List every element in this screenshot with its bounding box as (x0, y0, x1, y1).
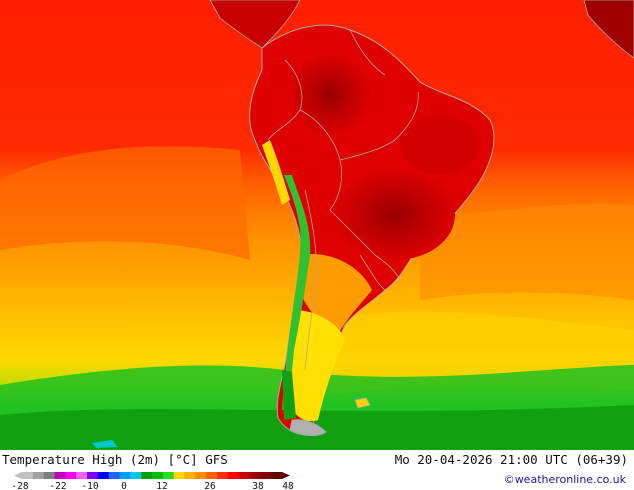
scale-swatch (54, 472, 66, 479)
northeast-brazil-warm (400, 115, 480, 175)
scale-swatch (65, 472, 77, 479)
scale-swatch (43, 472, 55, 479)
scale-swatch (206, 472, 218, 479)
scale-swatch (184, 472, 196, 479)
color-scale-ticks: -28 -22 -10 0 12 26 38 48 (11, 481, 294, 490)
scale-swatch (217, 472, 229, 479)
scale-swatch (260, 472, 272, 479)
amazon-hot-core (290, 55, 370, 135)
scale-swatch (76, 472, 88, 479)
border-line (329, 209, 401, 281)
color-scale-legend: -28 -22 -10 0 12 26 38 48 (11, 472, 294, 490)
scale-tick-label: 26 (204, 481, 216, 490)
scale-tick-label: 0 (121, 481, 127, 490)
chile-coast-yellow (262, 140, 290, 205)
scale-tick-label: 12 (156, 481, 167, 490)
border-line (349, 29, 386, 76)
patagonia-yellow-zone (288, 310, 345, 422)
scale-swatch (271, 472, 283, 479)
country-borders (267, 29, 419, 371)
scale-swatch (152, 472, 164, 479)
scale-arrow-left (14, 472, 22, 479)
temperature-map (0, 0, 634, 450)
scale-swatch (119, 472, 131, 479)
map-title: Temperature High (2m) [°C] GFS (2, 452, 228, 467)
scale-swatch (162, 472, 175, 479)
southern-andes-green (282, 370, 296, 420)
scale-swatch (141, 472, 153, 479)
border-line (359, 254, 386, 291)
scale-swatch (108, 472, 120, 479)
scale-tick-label: -28 (11, 481, 28, 490)
cyan-patch (92, 440, 118, 448)
scale-tick-label: -22 (49, 481, 66, 490)
andes-green-strip (282, 175, 311, 410)
scale-swatch (87, 472, 99, 479)
brazil-hot-core (335, 170, 455, 260)
tierra-del-fuego (289, 419, 327, 436)
border-line (299, 109, 343, 211)
border-line (304, 189, 317, 371)
scale-tick-label: -10 (81, 481, 98, 490)
border-line (339, 91, 419, 161)
color-scale-bar (14, 472, 290, 479)
scale-swatch (238, 472, 250, 479)
warm-tongue-atlantic (420, 203, 634, 300)
warm-tongue-pacific (0, 146, 250, 260)
falkland-islands (354, 397, 371, 409)
scale-tick-label: 38 (252, 481, 264, 490)
scale-swatch (195, 472, 207, 479)
site-credit-link[interactable]: ©weatheronline.co.uk (503, 473, 626, 486)
scale-arrow-right (282, 472, 290, 479)
scale-swatch (22, 472, 34, 479)
scale-swatch (249, 472, 261, 479)
scale-tick-label: 48 (282, 481, 294, 490)
scale-swatch (173, 472, 185, 479)
scale-swatch (227, 472, 240, 479)
scale-swatch (32, 472, 45, 479)
map-footer: Temperature High (2m) [°C] GFS Mo 20-04-… (0, 450, 634, 490)
scale-swatch (130, 472, 142, 479)
valid-time: Mo 20-04-2026 21:00 UTC (06+39) (394, 452, 628, 467)
scale-swatch (97, 472, 110, 479)
